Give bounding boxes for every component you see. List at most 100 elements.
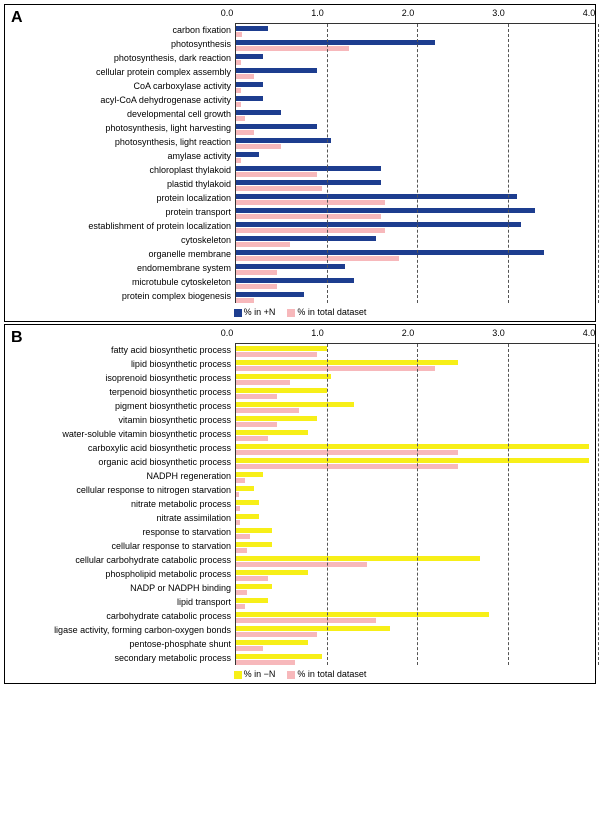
bar (236, 458, 589, 463)
bar (236, 236, 376, 241)
legend-label: % in −N (244, 669, 276, 679)
bar-row (236, 150, 595, 164)
bar-row (236, 596, 595, 610)
category-label: pigment biosynthetic process (13, 399, 235, 413)
panel-b-legend: % in −N % in total dataset (5, 665, 595, 683)
bar-row (236, 178, 595, 192)
bar (236, 590, 247, 595)
bar (236, 270, 277, 275)
bar (236, 82, 263, 87)
category-label: cytoskeleton (13, 233, 235, 247)
bar (236, 110, 281, 115)
bar (236, 394, 277, 399)
bar-row (236, 582, 595, 596)
bar-row (236, 94, 595, 108)
panel-a-chart: carbon fixationphotosynthesisphotosynthe… (5, 23, 595, 303)
bar (236, 144, 281, 149)
grid-line (417, 24, 418, 303)
bar (236, 548, 247, 553)
category-label: NADP or NADPH binding (13, 581, 235, 595)
bar (236, 242, 290, 247)
bar (236, 514, 259, 519)
bar-row (236, 52, 595, 66)
bar-row (236, 554, 595, 568)
bar-row (236, 512, 595, 526)
bar (236, 158, 241, 163)
bar (236, 654, 322, 659)
bar (236, 366, 435, 371)
axis-tick-label: 0.0 (221, 8, 234, 18)
bar-row (236, 122, 595, 136)
bar (236, 166, 381, 171)
category-label: nitrate metabolic process (13, 497, 235, 511)
bar (236, 422, 277, 427)
category-label: phospholipid metabolic process (13, 567, 235, 581)
bar (236, 380, 290, 385)
bar (236, 444, 589, 449)
bar (236, 416, 317, 421)
bar-row (236, 80, 595, 94)
bar (236, 32, 242, 37)
bar-row (236, 290, 595, 304)
bar (236, 626, 390, 631)
axis-tick-label: 1.0 (311, 328, 324, 338)
category-label: terpenoid biosynthetic process (13, 385, 235, 399)
bar (236, 478, 245, 483)
bar (236, 612, 489, 617)
bar (236, 528, 272, 533)
bar-row (236, 428, 595, 442)
bar (236, 562, 367, 567)
bar (236, 464, 458, 469)
bar (236, 60, 241, 65)
bar (236, 88, 241, 93)
bar (236, 472, 263, 477)
bar (236, 102, 241, 107)
legend-item: % in total dataset (287, 307, 366, 317)
axis-tick-label: 4.0 (583, 8, 596, 18)
category-label: lipid biosynthetic process (13, 357, 235, 371)
bar-row (236, 358, 595, 372)
bar-row (236, 568, 595, 582)
bar (236, 180, 381, 185)
axis-tick-label: 3.0 (492, 8, 505, 18)
bar (236, 26, 268, 31)
panel-a: A 0.01.02.03.04.0 carbon fixationphotosy… (4, 4, 596, 322)
bar (236, 222, 521, 227)
panel-b-chart: fatty acid biosynthetic processlipid bio… (5, 343, 595, 665)
bar (236, 430, 308, 435)
bar-row (236, 24, 595, 38)
bar (236, 542, 272, 547)
bar (236, 632, 317, 637)
category-label: protein transport (13, 205, 235, 219)
panel-a-bars (236, 24, 595, 303)
bar (236, 374, 331, 379)
bar (236, 492, 239, 497)
bar (236, 402, 354, 407)
panel-b-label: B (11, 329, 23, 347)
grid-line (508, 24, 509, 303)
category-label: plastid thylakoid (13, 177, 235, 191)
category-label: secondary metabolic process (13, 651, 235, 665)
category-label: nitrate assimilation (13, 511, 235, 525)
bar (236, 208, 535, 213)
panel-a-labels: carbon fixationphotosynthesisphotosynthe… (5, 23, 235, 303)
bar (236, 576, 268, 581)
category-label: photosynthesis, light reaction (13, 135, 235, 149)
bar (236, 500, 259, 505)
bar-row (236, 248, 595, 262)
category-label: microtubule cytoskeleton (13, 275, 235, 289)
grid-line (508, 344, 509, 665)
bar-row (236, 526, 595, 540)
bar-row (236, 498, 595, 512)
bar (236, 278, 354, 283)
bar (236, 130, 254, 135)
bar (236, 124, 317, 129)
category-label: cellular response to nitrogen starvation (13, 483, 235, 497)
category-label: isoprenoid biosynthetic process (13, 371, 235, 385)
bar (236, 40, 435, 45)
panel-b-plot (235, 343, 595, 665)
legend-label: % in total dataset (297, 669, 366, 679)
bar (236, 152, 259, 157)
panel-b-labels: fatty acid biosynthetic processlipid bio… (5, 343, 235, 665)
legend-swatch (287, 309, 295, 317)
